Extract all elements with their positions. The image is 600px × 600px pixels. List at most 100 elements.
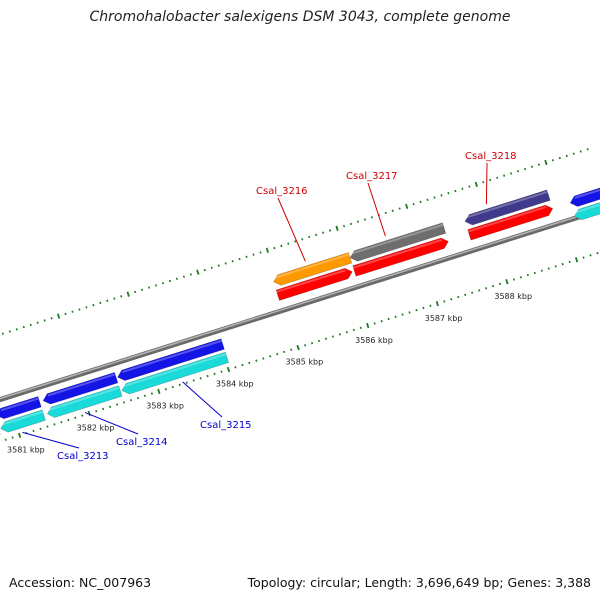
gene-csal-3218 (464, 189, 551, 226)
cds-csal-3215 (117, 338, 225, 381)
inner-tick (324, 337, 328, 340)
cds-csal-3215-shine (122, 339, 222, 373)
inner-tick (519, 276, 522, 279)
inner-tick (464, 293, 467, 297)
outer-tick (92, 303, 95, 307)
outer-tick (259, 251, 262, 254)
label-csal-3218: Csal_3218 (465, 151, 517, 162)
outer-tick (558, 156, 561, 160)
outer-tick (106, 299, 109, 302)
gene-csal-3214 (46, 385, 123, 418)
outer-tick (461, 187, 464, 190)
outer-tick (217, 264, 220, 267)
inner-tick (589, 254, 592, 257)
inner-tick (192, 379, 195, 382)
gene-csal-3213 (0, 409, 46, 433)
inner-tick (498, 282, 502, 286)
outer-tick (517, 170, 520, 173)
tick-label-3583: 3583 kbp (146, 402, 184, 411)
outer-tick (126, 291, 130, 297)
backbone-line (0, 207, 600, 403)
gene-csal-3216 (273, 252, 353, 286)
inner-tick (401, 313, 404, 316)
outer-tick (510, 172, 513, 175)
label-csal-3215-leader (182, 381, 223, 418)
outer-tick (489, 178, 492, 182)
gene-csal-3215-shine (120, 353, 227, 389)
outer-tick (412, 202, 415, 206)
cds-csal-3214-shine (47, 373, 116, 397)
inner-tick (457, 295, 460, 299)
gene-csal-3218-shine (463, 190, 548, 220)
cds-right-edge (569, 187, 600, 207)
inner-tick (415, 309, 418, 312)
inner-tick (226, 366, 231, 373)
outer-tick (565, 154, 568, 158)
outer-tick (349, 222, 353, 226)
inner-tick (241, 363, 244, 367)
inner-tick (213, 372, 216, 376)
cds-csal-3216-shine (276, 269, 346, 293)
inner-tick (373, 322, 376, 325)
outer-tick (168, 279, 172, 283)
inner-tick (505, 279, 509, 285)
outer-tick (203, 268, 206, 272)
outer-tick (56, 313, 61, 319)
label-csal-3214-leader (84, 412, 139, 435)
outer-tick (238, 257, 241, 261)
tick-label-3588: 3588 kbp (494, 292, 532, 301)
map-title: Chromohalobacter salexigens DSM 3043, co… (89, 9, 511, 25)
outer-tick (141, 288, 144, 291)
inner-tick (533, 271, 536, 275)
outer-tick (50, 317, 53, 320)
inner-tick (366, 322, 370, 329)
inner-tick (512, 278, 515, 281)
label-csal-3213-leader (22, 431, 80, 449)
outer-tick (391, 209, 394, 212)
outer-tick (335, 225, 339, 231)
inner-tick (359, 326, 362, 329)
outer-tick (586, 148, 589, 151)
inner-tick (394, 315, 397, 319)
inner-tick (248, 361, 251, 365)
outer-tick (175, 277, 178, 280)
gene-labels: Csal_3216 Csal_3217 Csal_3218 Csal_3213 Csal… (22, 151, 517, 462)
outer-tick (315, 233, 318, 237)
cds-right-edge-shine (574, 188, 600, 199)
outer-tick (252, 253, 255, 256)
outer-tick (85, 306, 88, 309)
cds-csal-3217 (352, 237, 449, 277)
outer-tick (8, 330, 11, 333)
outer-tick-ring (1, 148, 589, 335)
gene-csal-3217 (349, 222, 447, 262)
inner-tick (478, 289, 481, 292)
gene-csal-3216-shine (272, 253, 350, 280)
tick-label-3582: 3582 kbp (77, 424, 115, 433)
outer-tick (196, 269, 200, 275)
inner-tick (220, 370, 223, 373)
label-csal-3218-leader (485, 162, 488, 205)
inner-tick (116, 403, 119, 406)
cds-csal-3216 (275, 267, 353, 301)
outer-tick (64, 312, 67, 316)
outer-tick (384, 211, 387, 215)
outer-tick (503, 174, 506, 177)
inner-tick (53, 423, 56, 426)
inner-tick (338, 333, 341, 336)
inner-tick (310, 341, 314, 345)
label-csal-3217-leader (367, 182, 386, 237)
inner-tick (283, 350, 286, 354)
inner-tick (582, 256, 585, 259)
outer-tick (447, 191, 450, 195)
inner-tick (345, 330, 348, 334)
inner-tick (331, 335, 334, 338)
inner-tick (304, 344, 307, 347)
label-csal-3213: Csal_3213 (57, 451, 109, 462)
topology-text: Topology: circular; Length: 3,696,649 bp… (247, 575, 591, 590)
outer-tick (405, 203, 409, 210)
inner-tick (296, 344, 300, 351)
inner-tick-ring (4, 251, 599, 441)
outer-tick (530, 165, 534, 169)
label-csal-3214: Csal_3214 (116, 437, 168, 448)
scale-labels: 3581 kbp 3582 kbp 3583 kbp 3584 kbp 3585 kbp… (7, 292, 532, 455)
